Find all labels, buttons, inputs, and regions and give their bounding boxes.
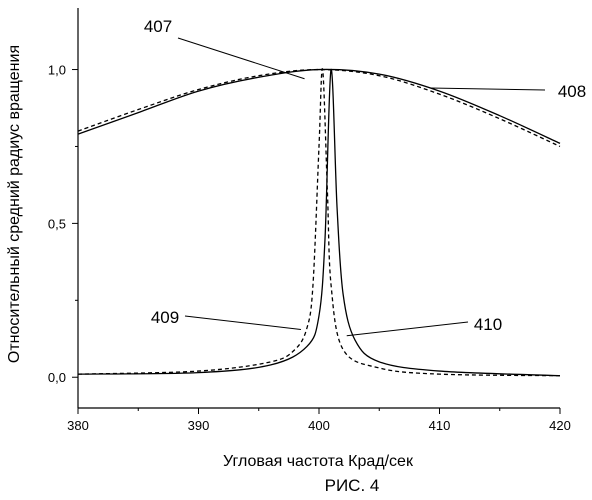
callout-label-410: 410 [474,315,502,334]
callout-label-407: 407 [144,17,172,36]
x-tick-label: 390 [188,418,210,433]
x-tick-label: 410 [429,418,451,433]
x-tick-label: 400 [308,418,330,433]
callout-leader-408 [430,88,545,90]
callout-leaders: 407 408 409 410 [144,17,586,336]
callout-leader-409 [185,316,301,330]
y-tick-label: 0,0 [48,370,66,385]
y-tick-label: 1,0 [48,63,66,78]
y-axis-title: Относительный средний радиус вращения [6,45,23,363]
figure-caption: РИС. 4 [325,476,380,495]
x-tick-label: 380 [67,418,89,433]
y-tick-label: 0,5 [48,216,66,231]
x-tick-label: 420 [549,418,571,433]
callout-leader-407 [178,38,305,79]
axes: 380 390 400 410 420 0,0 0,5 1,0 [48,8,571,433]
x-axis-title: Угловая частота Крад/сек [223,453,414,470]
callout-label-409: 409 [151,308,179,327]
callout-label-408: 408 [558,82,586,101]
callout-leader-410 [347,322,468,336]
